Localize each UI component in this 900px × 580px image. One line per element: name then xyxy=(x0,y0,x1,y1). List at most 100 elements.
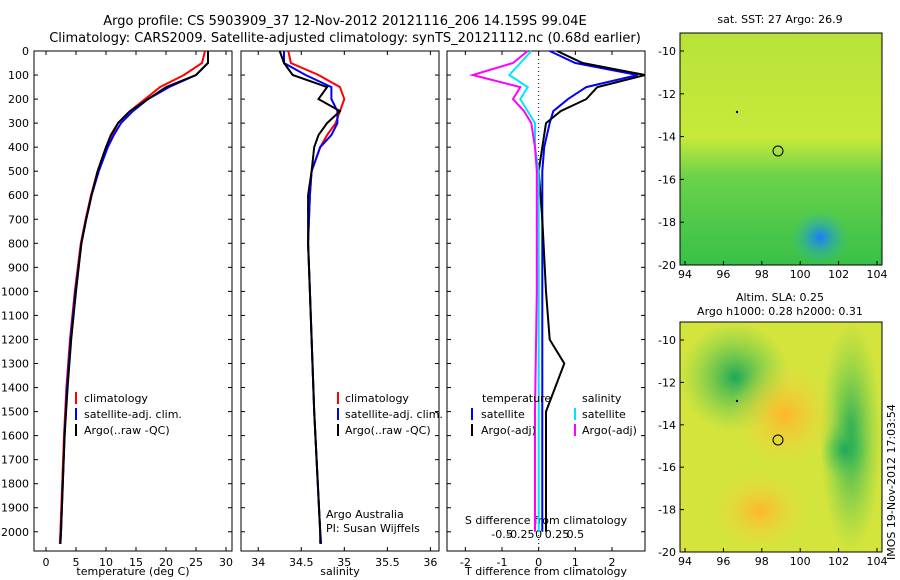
x-axis-label: salinity xyxy=(320,565,360,578)
timestamp-stamp: IMOS 19-Nov-2012 17:03:54 xyxy=(885,404,898,560)
argo-position-marker xyxy=(772,145,784,157)
y-tick-label: 700 xyxy=(8,213,29,226)
map-x-tick-label: 100 xyxy=(790,555,811,568)
sla-high-patch xyxy=(730,360,840,470)
x-top-tick-label: -0.5 xyxy=(491,528,512,541)
legend-label-climatology: climatology xyxy=(345,392,409,405)
sla-map-frame xyxy=(679,321,883,553)
map-x-tick-label: 104 xyxy=(867,555,888,568)
y-tick-label: 1400 xyxy=(1,382,29,395)
sst-cool-patch xyxy=(790,210,850,265)
sla-map: Altim. SLA: 0.25 Argo h1000: 0.28 h2000:… xyxy=(658,291,887,568)
x-tick-label: 10 xyxy=(99,556,113,569)
series-line-salinity-satellite xyxy=(507,50,540,532)
y-tick-label: 1600 xyxy=(1,430,29,443)
plot-frame xyxy=(446,50,646,552)
x-tick-label: 34.5 xyxy=(289,556,314,569)
map-x-tick-label: 102 xyxy=(828,555,849,568)
sst-map: sat. SST: 27 Argo: 26.9 -10-12-14-16-18-… xyxy=(658,13,887,281)
y-tick-label: 900 xyxy=(8,261,29,274)
legend-header-temperature: temperature xyxy=(482,392,551,405)
y-tick-label: 1100 xyxy=(1,309,29,322)
legend-label-climatology: climatology xyxy=(84,392,148,405)
sst-map-frame xyxy=(679,32,883,266)
argo-track-dot xyxy=(735,110,739,114)
x-tick-label: 5 xyxy=(73,556,80,569)
map-x-tick-label: 96 xyxy=(716,555,730,568)
sla-map-title-2: Argo h1000: 0.28 h2000: 0.31 xyxy=(697,305,863,318)
legend-temperature: climatology satellite-adj. clim. Argo(..… xyxy=(75,392,182,437)
legend-salinity: climatology satellite-adj. clim. Argo(..… xyxy=(326,392,443,535)
x-tick-label: 20 xyxy=(159,556,173,569)
map-y-tick-label: -10 xyxy=(658,45,676,58)
legend-header-salinity: salinity xyxy=(582,392,622,405)
credit-line-1: Argo Australia xyxy=(326,508,404,521)
x-tick-label: 2 xyxy=(609,556,616,569)
legend-label-temp-satellite: satellite xyxy=(481,408,525,421)
x-axis-label: T difference from climatology xyxy=(464,565,627,578)
x-tick-label: 34 xyxy=(251,556,265,569)
map-y-tick-label: -10 xyxy=(658,334,676,347)
temperature-panel: 0100200300400500600700800900100011001200… xyxy=(1,45,233,578)
y-tick-label: 500 xyxy=(8,165,29,178)
y-tick-label: 800 xyxy=(8,237,29,250)
map-x-tick-label: 94 xyxy=(678,268,692,281)
map-y-tick-label: -16 xyxy=(658,461,676,474)
map-x-tick-label: 94 xyxy=(678,555,692,568)
map-x-tick-label: 102 xyxy=(828,268,849,281)
x-top-tick-label: 0.25 xyxy=(545,528,570,541)
series-line-temperature-argo-adj- xyxy=(537,50,646,532)
sst-map-title: sat. SST: 27 Argo: 26.9 xyxy=(717,13,842,26)
x-tick-label: -2 xyxy=(460,556,471,569)
x-axis-label: temperature (deg C) xyxy=(76,565,189,578)
y-tick-label: 600 xyxy=(8,189,29,202)
y-tick-label: 1200 xyxy=(1,333,29,346)
y-tick-label: 1800 xyxy=(1,478,29,491)
series-line-climatology xyxy=(58,50,206,544)
y-tick-label: 0 xyxy=(22,45,29,58)
map-x-tick-label: 98 xyxy=(755,555,769,568)
plot-frame xyxy=(240,50,440,552)
map-x-tick-label: 104 xyxy=(867,268,888,281)
x-top-tick-label: 0.5 xyxy=(567,528,585,541)
y-tick-label: 400 xyxy=(8,141,29,154)
legend-label-argo: Argo(..raw -QC) xyxy=(84,424,170,437)
credit-line-2: PI: Susan Wijffels xyxy=(326,522,420,535)
legend-label-satellite: satellite-adj. clim. xyxy=(84,408,182,421)
plot-frame xyxy=(33,50,233,552)
x-top-tick-label: 0 xyxy=(535,528,542,541)
x-tick-label: 35 xyxy=(337,556,351,569)
map-y-tick-label: -12 xyxy=(658,376,676,389)
map-x-tick-label: 96 xyxy=(716,268,730,281)
argo-position-marker xyxy=(772,434,784,446)
map-y-tick-label: -14 xyxy=(658,131,676,144)
map-y-tick-label: -14 xyxy=(658,419,676,432)
y-tick-label: 1700 xyxy=(1,454,29,467)
header-title-1: Argo profile: CS 5903909_37 12-Nov-2012 … xyxy=(103,14,587,29)
map-y-tick-label: -16 xyxy=(658,173,676,186)
y-tick-label: 300 xyxy=(8,117,29,130)
legend-label-argo: Argo(..raw -QC) xyxy=(345,424,431,437)
series-line-satellite-adj-clim- xyxy=(59,51,209,544)
x-tick-label: 30 xyxy=(219,556,233,569)
y-tick-label: 2000 xyxy=(1,526,29,539)
y-tick-label: 1300 xyxy=(1,358,29,371)
x-tick-label: 35.5 xyxy=(375,556,400,569)
x-tick-label: 0 xyxy=(535,556,542,569)
y-tick-label: 1000 xyxy=(1,285,29,298)
argo-track-dot xyxy=(735,399,739,403)
x-tick-label: 1 xyxy=(572,556,579,569)
legend-label-satellite: satellite-adj. clim. xyxy=(345,408,443,421)
series-line-argo-raw-qc- xyxy=(278,50,342,544)
x-top-tick-label: -0.25 xyxy=(506,528,534,541)
legend-label-sal-argo: Argo(-adj) xyxy=(582,424,637,437)
map-y-tick-label: -12 xyxy=(658,88,676,101)
x-tick-label: 36 xyxy=(423,556,437,569)
legend-difference: temperature salinity satellite Argo(-adj… xyxy=(471,392,637,437)
map-y-tick-label: -20 xyxy=(658,259,676,272)
y-tick-label: 200 xyxy=(8,93,29,106)
sla-map-title-1: Altim. SLA: 0.25 xyxy=(736,291,824,304)
legend-label-sal-satellite: satellite xyxy=(582,408,626,421)
